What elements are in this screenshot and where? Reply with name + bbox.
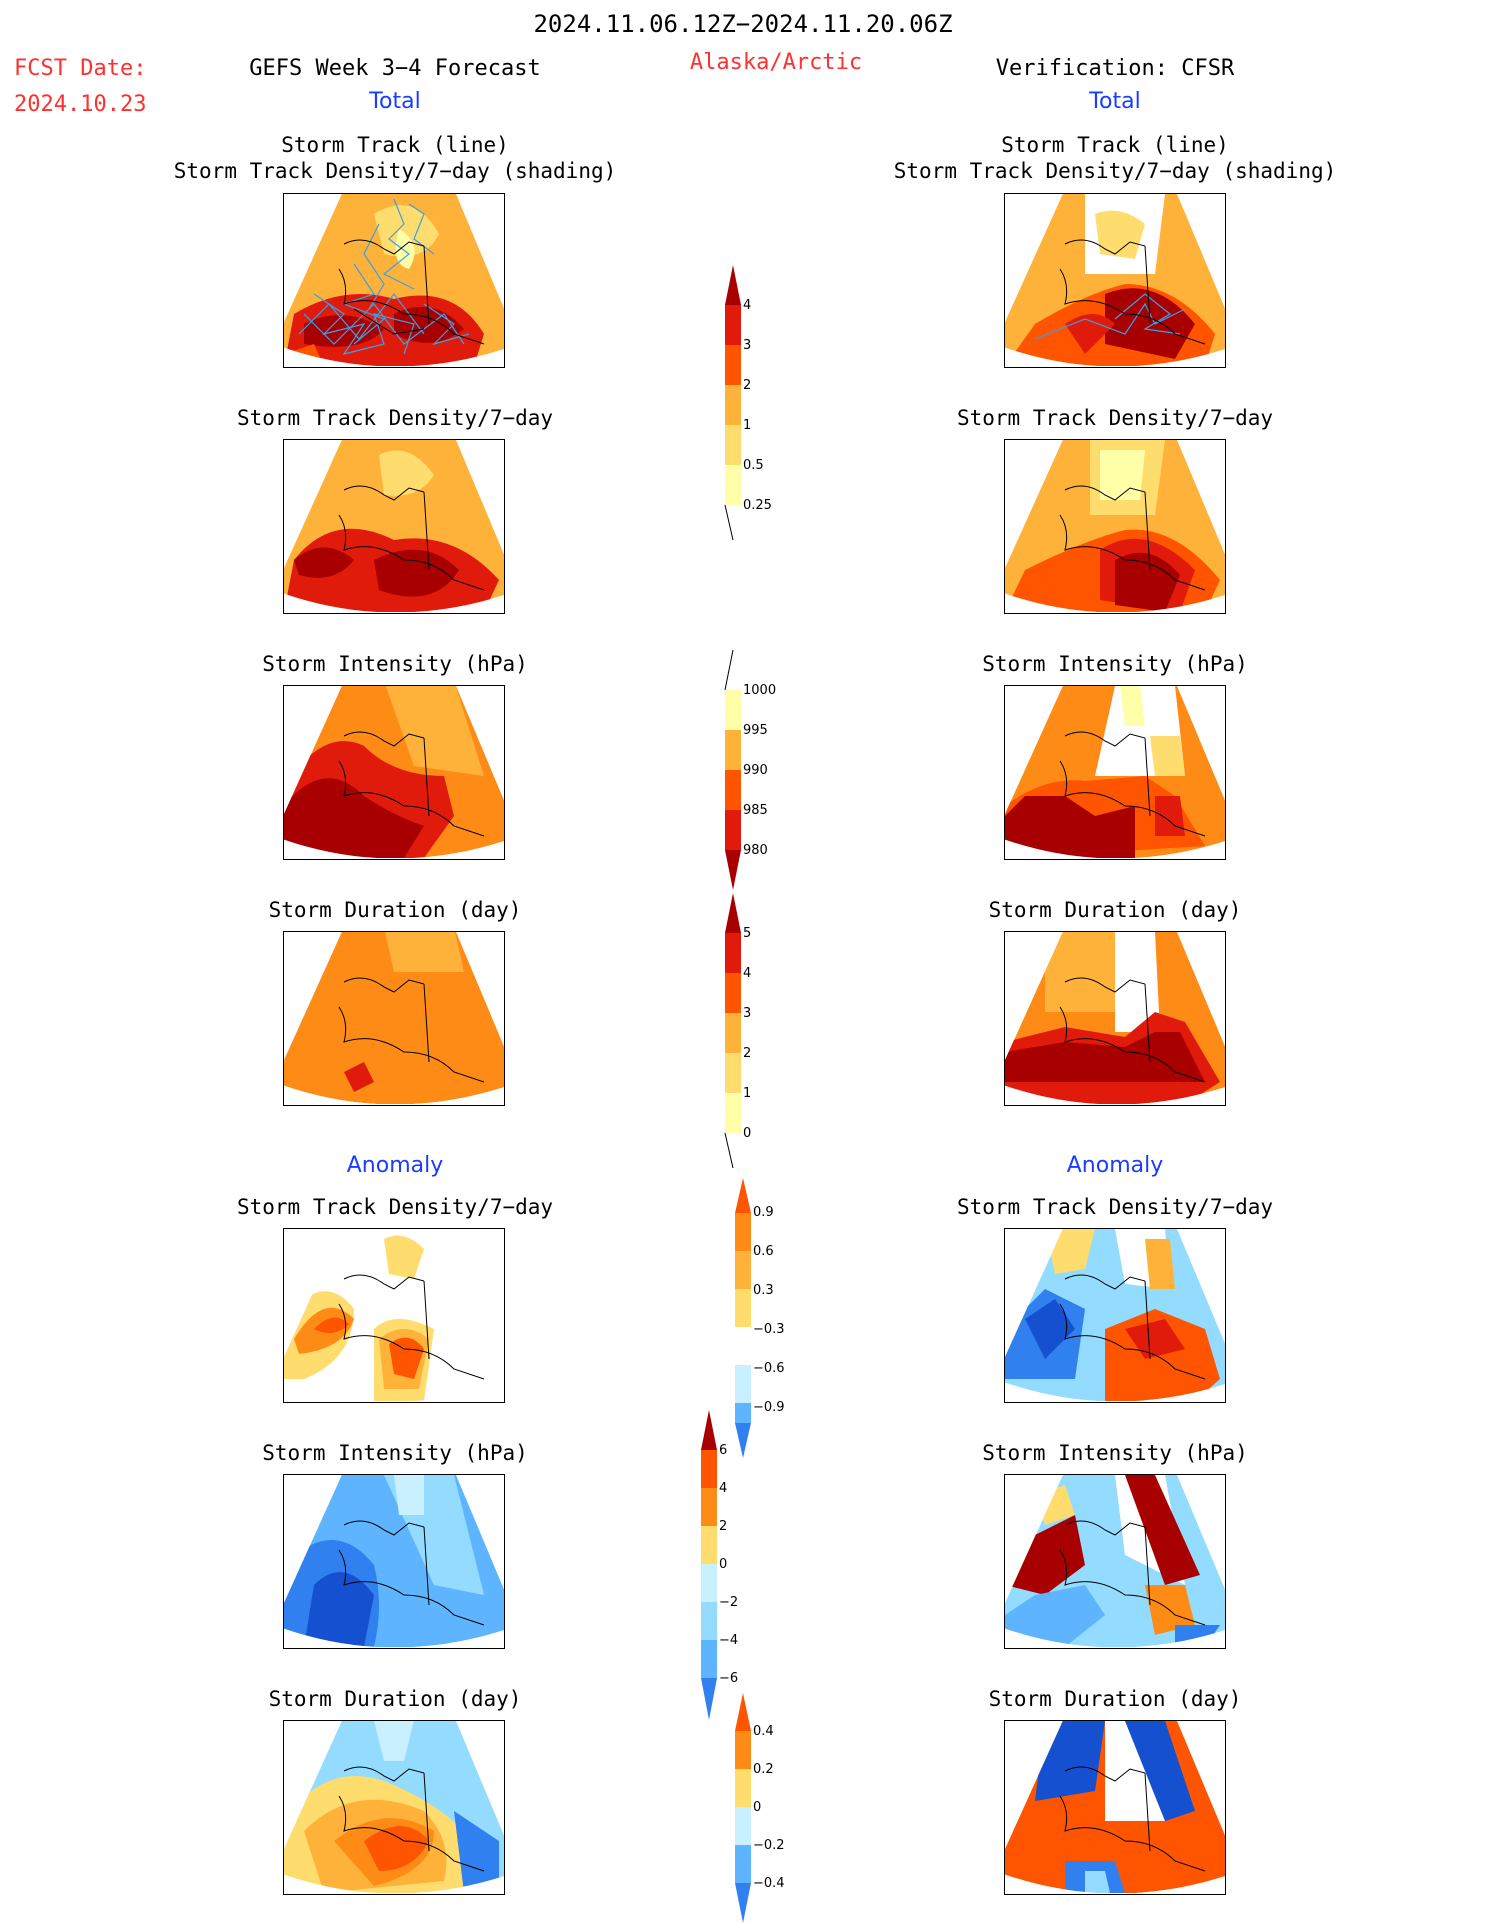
colorbar-tick: −0.2 — [753, 1838, 785, 1853]
left-anomaly-label: Anomaly — [346, 1153, 444, 1178]
colorbar-tick: 0.25 — [743, 498, 772, 513]
right-intensity-anom-title: Storm Intensity (hPa) — [982, 1441, 1248, 1465]
colorbar-tick: 0.4 — [753, 1724, 774, 1739]
colorbar-tick: 4 — [743, 298, 752, 313]
colorbar-tick: 0 — [743, 1126, 752, 1141]
colorbar-tick: 0.5 — [743, 458, 764, 473]
right-density-title: Storm Track Density/7−day — [956, 406, 1274, 430]
colorbar-tick: 2 — [743, 1046, 752, 1061]
colorbar-tick: 985 — [743, 803, 768, 818]
colorbar-tick: 0.9 — [753, 1205, 774, 1220]
duration-anomaly-colorbar: 0.4 0.2 0 −0.2 −0.4 — [733, 1693, 813, 1923]
colorbar-tick: 0.2 — [753, 1762, 774, 1777]
duration-colorbar: 5 4 3 2 1 0 — [723, 893, 803, 1173]
left-track-shading-title: Storm Track Density/7−day (shading) — [173, 159, 617, 183]
colorbar-tick: −0.4 — [753, 1876, 785, 1891]
left-intensity-title: Storm Intensity (hPa) — [262, 652, 528, 676]
right-duration-map — [1004, 931, 1226, 1106]
right-density-anomaly-map — [1004, 1228, 1226, 1403]
colorbar-tick: 1000 — [743, 683, 777, 698]
colorbar-tick: 995 — [743, 723, 768, 738]
colorbar-tick: 0 — [719, 1557, 728, 1572]
date-range-title: 2024.11.06.12Z−2024.11.20.06Z — [533, 10, 953, 38]
fcst-date-value: 2024.10.23 — [14, 92, 147, 117]
verification-column-title: Verification: CFSR — [995, 56, 1235, 81]
colorbar-tick: −4 — [719, 1633, 739, 1648]
colorbar-tick: 0.6 — [753, 1244, 774, 1259]
right-total-label: Total — [1089, 89, 1141, 114]
left-intensity-anom-title: Storm Intensity (hPa) — [262, 1441, 528, 1465]
colorbar-tick: 4 — [719, 1481, 728, 1496]
left-track-line-title: Storm Track (line) — [281, 133, 509, 157]
colorbar-tick: 1 — [743, 418, 752, 433]
colorbar-tick: −0.3 — [753, 1322, 785, 1337]
right-track-map — [1004, 193, 1226, 368]
right-duration-anomaly-map — [1004, 1720, 1226, 1895]
density-anomaly-colorbar: 0.9 0.6 0.3 −0.3 −0.6 −0.9 — [733, 1178, 813, 1458]
right-intensity-map — [1004, 685, 1226, 860]
left-duration-title: Storm Duration (day) — [268, 898, 522, 922]
right-intensity-title: Storm Intensity (hPa) — [982, 652, 1248, 676]
left-total-label: Total — [369, 89, 421, 114]
left-track-map — [283, 193, 505, 368]
colorbar-tick: 3 — [743, 338, 752, 353]
colorbar-tick: −0.6 — [753, 1361, 785, 1376]
forecast-column-title: GEFS Week 3−4 Forecast — [249, 56, 541, 81]
right-anomaly-label: Anomaly — [1066, 1153, 1164, 1178]
colorbar-tick: −2 — [719, 1595, 739, 1610]
left-duration-anom-title: Storm Duration (day) — [268, 1687, 522, 1711]
left-density-title: Storm Track Density/7−day — [236, 406, 554, 430]
right-track-line-title: Storm Track (line) — [1001, 133, 1229, 157]
colorbar-tick: 1 — [743, 1086, 752, 1101]
region-title: Alaska/Arctic — [689, 50, 863, 75]
colorbar-tick: 2 — [743, 378, 752, 393]
fcst-date-label: FCST Date: — [14, 56, 147, 81]
intensity-colorbar: 1000 995 990 985 980 — [723, 650, 803, 890]
right-track-shading-title: Storm Track Density/7−day (shading) — [893, 159, 1337, 183]
colorbar-tick: 0 — [753, 1800, 762, 1815]
right-density-map — [1004, 439, 1226, 614]
left-intensity-anomaly-map — [283, 1474, 505, 1649]
colorbar-tick: 980 — [743, 843, 768, 858]
right-duration-anom-title: Storm Duration (day) — [988, 1687, 1242, 1711]
left-density-anom-title: Storm Track Density/7−day — [236, 1195, 554, 1219]
colorbar-tick: 3 — [743, 1006, 752, 1021]
intensity-anomaly-colorbar: 6 4 2 0 −2 −4 −6 — [699, 1410, 779, 1720]
left-intensity-map — [283, 685, 505, 860]
colorbar-tick: 6 — [719, 1443, 728, 1458]
colorbar-tick: 0.3 — [753, 1283, 774, 1298]
colorbar-tick: 5 — [743, 926, 752, 941]
right-density-anom-title: Storm Track Density/7−day — [956, 1195, 1274, 1219]
left-density-anomaly-map — [283, 1228, 505, 1403]
left-density-map — [283, 439, 505, 614]
colorbar-tick: 2 — [719, 1519, 728, 1534]
right-duration-title: Storm Duration (day) — [988, 898, 1242, 922]
colorbar-tick: 4 — [743, 966, 752, 981]
colorbar-tick: 990 — [743, 763, 768, 778]
density-colorbar: 4 3 2 1 0.5 0.25 — [723, 265, 803, 545]
left-duration-map — [283, 931, 505, 1106]
left-duration-anomaly-map — [283, 1720, 505, 1895]
colorbar-tick: −0.9 — [753, 1400, 785, 1415]
right-intensity-anomaly-map — [1004, 1474, 1226, 1649]
colorbar-tick: −6 — [719, 1671, 739, 1686]
